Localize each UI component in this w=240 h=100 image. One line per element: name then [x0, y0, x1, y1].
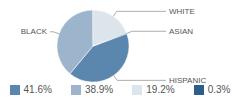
svg-text:HISPANIC: HISPANIC — [169, 76, 206, 84]
html-text:19.2%: 19.2% — [146, 84, 175, 95]
svg-text:WHITE: WHITE — [169, 7, 195, 16]
svg-text:BLACK: BLACK — [21, 27, 48, 36]
html-text:41.6%: 41.6% — [23, 84, 52, 95]
svg-text:ASIAN: ASIAN — [169, 27, 193, 36]
html-text:0.3%: 0.3% — [207, 84, 231, 95]
html-text:38.9%: 38.9% — [84, 84, 114, 95]
